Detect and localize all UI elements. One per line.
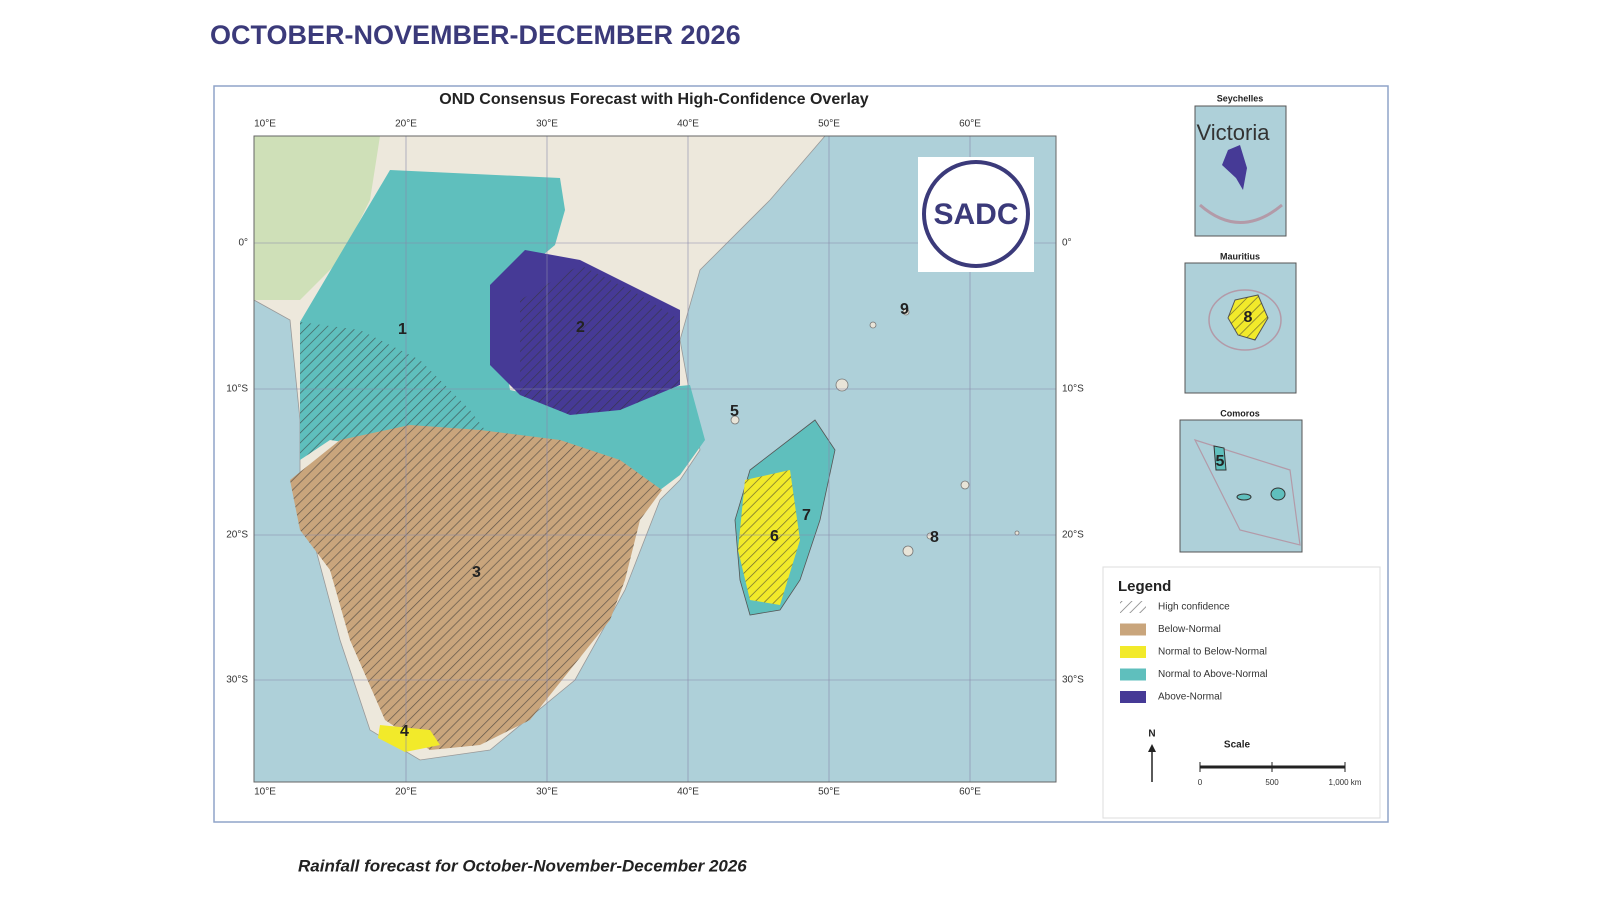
island bbox=[835, 378, 849, 392]
hatch-overlay bbox=[520, 265, 680, 415]
legend-label: High confidence bbox=[1158, 602, 1230, 613]
caption: Rainfall forecast for October-November-D… bbox=[298, 856, 747, 875]
zone-label: 5 bbox=[730, 403, 739, 420]
page-title: OCTOBER-NOVEMBER-DECEMBER 2026 bbox=[210, 20, 741, 50]
inset-box bbox=[1184, 262, 1297, 394]
lon-label: 60°E bbox=[959, 119, 981, 130]
inset-place-label: Victoria bbox=[1197, 120, 1271, 145]
lat-label: 20°S bbox=[226, 530, 248, 541]
lon-label: 20°E bbox=[395, 119, 417, 130]
island bbox=[902, 545, 914, 557]
inset-boundary bbox=[1199, 203, 1283, 224]
inset-box bbox=[1179, 419, 1303, 553]
forecast-zones bbox=[290, 170, 836, 752]
hatch-overlay bbox=[300, 322, 500, 460]
legend-swatch bbox=[1120, 646, 1146, 658]
zone-label: 7 bbox=[802, 507, 811, 524]
lon-label: 50°E bbox=[818, 787, 840, 798]
hatch-overlay bbox=[290, 425, 662, 750]
zone-labels: 1 2 3 4 5 6 7 8 9 bbox=[398, 301, 939, 740]
zone-label: 3 bbox=[472, 564, 481, 581]
lat-label: 20°S bbox=[1062, 530, 1084, 541]
inset-island bbox=[1236, 493, 1252, 501]
lat-label: 0° bbox=[238, 238, 248, 249]
lon-label: 60°E bbox=[959, 787, 981, 798]
map-title: OND Consensus Forecast with High-Confide… bbox=[439, 91, 869, 108]
logo: SADC bbox=[933, 198, 1018, 231]
lon-label: 30°E bbox=[536, 119, 558, 130]
zone-label: 2 bbox=[576, 319, 585, 336]
lon-label: 10°E bbox=[254, 119, 276, 130]
zone-label: 5 bbox=[1216, 453, 1225, 470]
lat-label: 30°S bbox=[1062, 675, 1084, 686]
zone-label: 9 bbox=[900, 301, 909, 318]
island bbox=[1014, 530, 1020, 536]
zone-label: 1 bbox=[398, 321, 407, 338]
map-border bbox=[253, 135, 1057, 783]
map: 1 2 3 4 5 6 7 8 9 SADC bbox=[254, 136, 1056, 782]
lon-label: 20°E bbox=[395, 787, 417, 798]
lon-label: 40°E bbox=[677, 787, 699, 798]
legend-swatch bbox=[1120, 601, 1146, 613]
legend-label: Below-Normal bbox=[1158, 624, 1221, 635]
inset-title: Mauritius bbox=[1220, 251, 1260, 261]
island bbox=[902, 308, 910, 316]
hatch-overlay bbox=[1228, 295, 1268, 340]
zone-normal-below bbox=[378, 725, 440, 752]
coordinate-labels: 10°E 10°E 20°E 20°E 30°E 30°E 40°E 40°E 50°E 50°E… bbox=[226, 119, 1084, 798]
inset-title: Seychelles bbox=[1217, 93, 1264, 103]
zone-label: 8 bbox=[1244, 309, 1253, 326]
lat-label: 10°S bbox=[1062, 384, 1084, 395]
island bbox=[926, 532, 934, 540]
legend-label: Above-Normal bbox=[1158, 692, 1222, 703]
hatch-overlay bbox=[738, 470, 800, 605]
scale-label: 0 bbox=[1198, 778, 1203, 787]
legend-swatch bbox=[1120, 668, 1146, 681]
island bbox=[960, 480, 970, 490]
insets: Seychelles Victoria Mauritius 8 Comoros … bbox=[1179, 93, 1303, 553]
lat-label: 10°S bbox=[226, 384, 248, 395]
legend-swatch bbox=[1120, 623, 1146, 636]
island bbox=[730, 415, 740, 425]
zone-label: 6 bbox=[770, 528, 779, 545]
scale-label: 500 bbox=[1265, 778, 1279, 787]
zone-label: 4 bbox=[400, 723, 409, 740]
legend-swatch bbox=[1120, 691, 1146, 703]
scale-label: 1,000 km bbox=[1329, 778, 1362, 787]
inset-island bbox=[1213, 445, 1227, 471]
legend-label: Normal to Below-Normal bbox=[1158, 647, 1267, 658]
inset-boundary bbox=[1193, 439, 1301, 546]
lon-label: 40°E bbox=[677, 119, 699, 130]
lat-label: 30°S bbox=[226, 675, 248, 686]
scale-title: Scale bbox=[1224, 740, 1251, 751]
inset-title: Comoros bbox=[1220, 408, 1260, 418]
vegetation bbox=[254, 136, 380, 300]
inset-island bbox=[1270, 487, 1286, 501]
north-arrowhead bbox=[1148, 744, 1156, 752]
legend-title: Legend bbox=[1118, 578, 1171, 595]
lon-label: 30°E bbox=[536, 787, 558, 798]
lon-label: 50°E bbox=[818, 119, 840, 130]
zone-label: 8 bbox=[930, 529, 939, 546]
lon-label: 10°E bbox=[254, 787, 276, 798]
legend-box bbox=[1102, 566, 1381, 819]
islands bbox=[730, 308, 1020, 557]
logo-ring bbox=[922, 160, 1030, 268]
lat-label: 0° bbox=[1062, 238, 1072, 249]
north-label: N bbox=[1148, 729, 1155, 740]
legend: Legend N Scale 0 500 1,000 km High confi… bbox=[1102, 566, 1381, 819]
legend-label: Normal to Above-Normal bbox=[1158, 669, 1267, 680]
inset-island bbox=[1222, 145, 1247, 190]
inset-boundary bbox=[1208, 289, 1282, 351]
island bbox=[869, 321, 877, 329]
